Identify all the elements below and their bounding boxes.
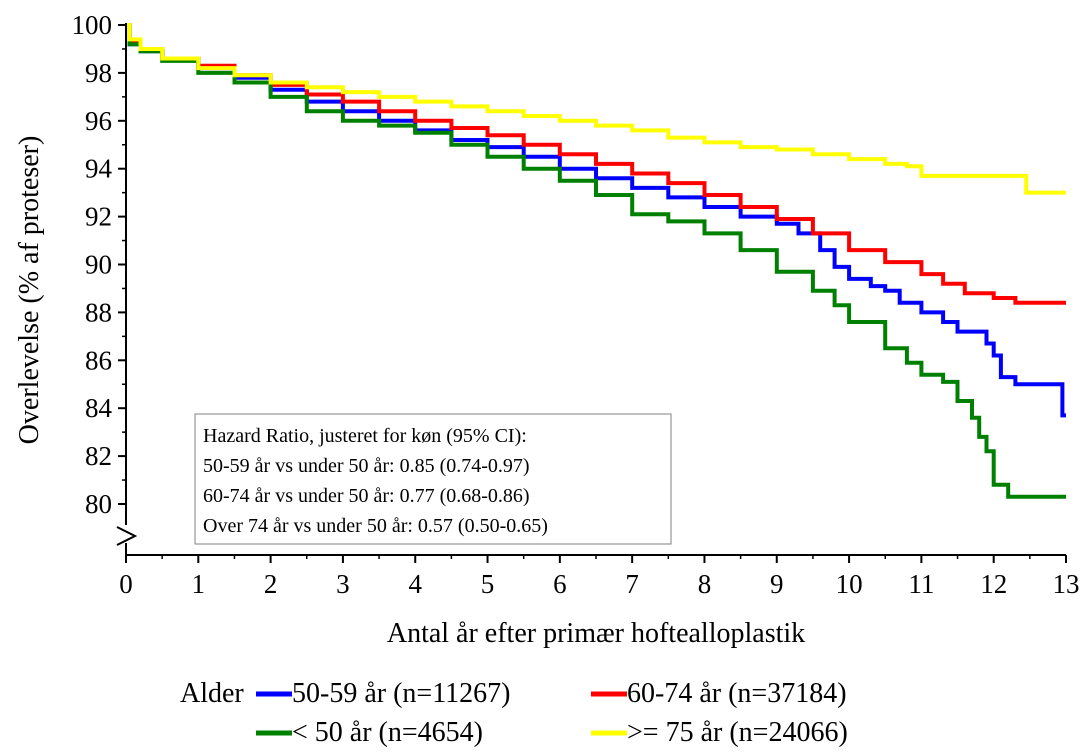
annotation-line-3: Over 74 år vs under 50 år: 0.57 (0.50-0.…	[203, 515, 548, 537]
y-tick-label-84: 84	[85, 393, 113, 423]
x-tick-label-0: 0	[119, 569, 133, 599]
y-tick-label-82: 82	[85, 441, 112, 471]
legend-label-50-59: 50-59 år (n=11267)	[292, 678, 510, 709]
x-tick-label-7: 7	[625, 569, 639, 599]
x-tick-label-11: 11	[908, 569, 934, 599]
y-tick-label-80: 80	[85, 489, 112, 519]
y-tick-label-88: 88	[85, 297, 112, 327]
series-line-1	[126, 23, 1066, 305]
y-tick-label-92: 92	[85, 202, 112, 232]
annotation-title: Hazard Ratio, justeret for køn (95% CI):	[203, 425, 527, 447]
y-tick-label-100: 100	[72, 10, 113, 40]
x-tick-label-9: 9	[770, 569, 784, 599]
y-tick-label-98: 98	[85, 58, 112, 88]
y-tick-label-90: 90	[85, 250, 112, 280]
series-line-2	[126, 23, 1066, 499]
x-tick-label-5: 5	[481, 569, 495, 599]
x-tick-label-3: 3	[336, 569, 350, 599]
x-tick-label-6: 6	[553, 569, 567, 599]
x-tick-label-13: 13	[1053, 569, 1080, 599]
y-tick-label-96: 96	[85, 106, 112, 136]
y-tick-label-94: 94	[85, 154, 113, 184]
x-tick-label-12: 12	[980, 569, 1007, 599]
series-line-3	[126, 23, 1066, 195]
x-axis-title: Antal år efter primær hoftealloplastik	[387, 618, 805, 649]
legend-label-60-74: 60-74 år (n=37184)	[627, 678, 847, 709]
legend-entry-75-plus: >= 75 år (n=24066)	[591, 717, 848, 748]
legend: Alder 50-59 år (n=11267) 60-74 år (n=371…	[180, 678, 848, 748]
axis-break-marker	[116, 526, 138, 546]
series-layer	[126, 23, 1066, 499]
legend-label-under-50: < 50 år (n=4654)	[292, 717, 483, 748]
x-tick-label-2: 2	[264, 569, 278, 599]
legend-label-75-plus: >= 75 år (n=24066)	[627, 717, 848, 748]
x-tick-label-4: 4	[408, 569, 422, 599]
annotation-line-2: 60-74 år vs under 50 år: 0.77 (0.68-0.86…	[203, 485, 530, 507]
legend-entry-60-74: 60-74 år (n=37184)	[591, 678, 847, 709]
annotation-line-1: 50-59 år vs under 50 år: 0.85 (0.74-0.97…	[203, 455, 530, 477]
y-axis-title: Overlevelse (% af proteser)	[14, 136, 45, 445]
hazard-ratio-annotation: Hazard Ratio, justeret for køn (95% CI):…	[194, 413, 672, 545]
y-tick-label-86: 86	[85, 345, 112, 375]
x-tick-label-8: 8	[698, 569, 712, 599]
annotation-box	[194, 413, 672, 545]
legend-entry-50-59: 50-59 år (n=11267)	[256, 678, 510, 709]
x-tick-label-10: 10	[836, 569, 863, 599]
x-tick-label-1: 1	[192, 569, 206, 599]
legend-entry-under-50: < 50 år (n=4654)	[256, 717, 483, 748]
legend-title: Alder	[180, 678, 244, 709]
